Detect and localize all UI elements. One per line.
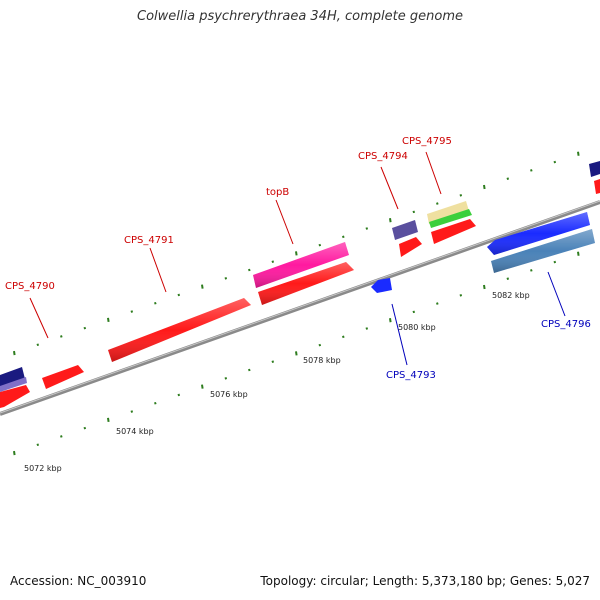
- tick-mark: [530, 169, 533, 172]
- scale-label-5078: 5078 kbp: [303, 356, 341, 365]
- tick-mark: [248, 268, 251, 272]
- tick-mark: [342, 235, 345, 239]
- upper-tick-row: [13, 151, 580, 356]
- tick-mark: [83, 426, 87, 430]
- tick-mark: [13, 450, 16, 456]
- tick-mark: [224, 277, 228, 280]
- scale-label-5082: 5082 kbp: [492, 291, 530, 300]
- tick-mark: [107, 317, 110, 322]
- label-leaders-forward: [29, 151, 442, 339]
- tick-mark: [436, 302, 439, 305]
- scale-label-5074: 5074 kbp: [116, 427, 154, 436]
- tick-mark: [177, 393, 181, 397]
- label-leaders-reverse: [391, 271, 566, 366]
- scale-label-5076: 5076 kbp: [210, 390, 248, 399]
- gene-label-cps-4794[interactable]: CPS_4794: [358, 151, 408, 162]
- gene-box-green[interactable]: [429, 209, 472, 228]
- tick-mark: [365, 327, 369, 330]
- tick-mark: [130, 410, 134, 413]
- tick-mark: [177, 293, 181, 297]
- gene-box-navy-right[interactable]: [589, 161, 600, 177]
- tick-mark: [295, 351, 298, 356]
- lower-tick-row: [13, 251, 580, 456]
- tick-mark: [36, 443, 40, 447]
- scale-label-5072: 5072 kbp: [24, 464, 62, 473]
- tick-mark: [271, 360, 275, 364]
- tick-mark: [154, 301, 157, 305]
- tick-mark: [483, 184, 486, 190]
- gene-box-tan[interactable]: [427, 201, 469, 224]
- tick-mark: [459, 294, 463, 297]
- tick-mark: [459, 194, 463, 197]
- gene-arrow-cps-4790[interactable]: [42, 365, 84, 389]
- tick-mark: [389, 218, 392, 223]
- tick-mark: [483, 284, 486, 290]
- backbone-line: [0, 200, 600, 416]
- tick-mark: [224, 377, 228, 380]
- gene-box-lavender-left[interactable]: [0, 377, 27, 392]
- tick-mark: [506, 277, 510, 280]
- gene-label-cps-4790[interactable]: CPS_4790: [5, 281, 55, 292]
- tick-mark: [530, 269, 533, 272]
- tick-mark: [248, 368, 251, 372]
- gene-arrow-edge-right[interactable]: [594, 179, 600, 194]
- gene-label-cps-4795[interactable]: CPS_4795: [402, 136, 452, 147]
- tick-mark: [389, 318, 392, 323]
- tick-mark: [553, 260, 557, 264]
- backbone-highlight: [0, 200, 600, 414]
- gene-arrow-cps-4793[interactable]: [371, 278, 392, 293]
- tick-mark: [436, 202, 439, 205]
- tick-mark: [271, 260, 275, 264]
- tick-mark: [36, 343, 40, 347]
- tick-mark: [365, 227, 369, 230]
- tick-mark: [318, 343, 322, 347]
- gene-label-cps-4796[interactable]: CPS_4796: [541, 319, 591, 330]
- tick-mark: [60, 335, 63, 338]
- accession-text: Accession: NC_003910: [10, 574, 147, 588]
- gene-shading: [108, 212, 595, 362]
- gene-label-topb[interactable]: topB: [266, 187, 289, 198]
- tick-mark: [553, 160, 557, 164]
- tick-mark: [60, 435, 63, 438]
- tick-mark: [506, 177, 510, 180]
- cds-row-forward-outer: [0, 161, 600, 392]
- tick-mark: [412, 310, 416, 314]
- tick-mark: [154, 401, 157, 405]
- gene-box-navy-left[interactable]: [0, 367, 25, 387]
- tick-mark: [201, 384, 204, 389]
- gene-label-cps-4793[interactable]: CPS_4793: [386, 370, 436, 381]
- gene-label-cps-4791[interactable]: CPS_4791: [124, 235, 174, 246]
- gene-box-slate[interactable]: [392, 220, 418, 240]
- tick-mark: [83, 326, 87, 330]
- tick-mark: [318, 243, 322, 247]
- tick-mark: [577, 151, 580, 156]
- scale-label-5080: 5080 kbp: [398, 323, 436, 332]
- tick-mark: [201, 284, 204, 289]
- genome-summary: Topology: circular; Length: 5,373,180 bp…: [260, 574, 590, 588]
- tick-mark: [130, 310, 134, 313]
- gene-arrow-cps-4789[interactable]: [0, 385, 30, 408]
- gene-arrow-cps-4795-lower[interactable]: [431, 219, 476, 244]
- gene-arrow-cps-4794[interactable]: [399, 237, 422, 257]
- genome-title: Colwellia psychrerythraea 34H, complete …: [137, 9, 463, 24]
- tick-mark: [107, 417, 110, 422]
- tick-mark: [342, 335, 345, 339]
- tick-mark: [13, 350, 16, 356]
- tick-mark: [577, 251, 580, 256]
- tick-mark: [295, 251, 298, 256]
- tick-mark: [412, 210, 416, 214]
